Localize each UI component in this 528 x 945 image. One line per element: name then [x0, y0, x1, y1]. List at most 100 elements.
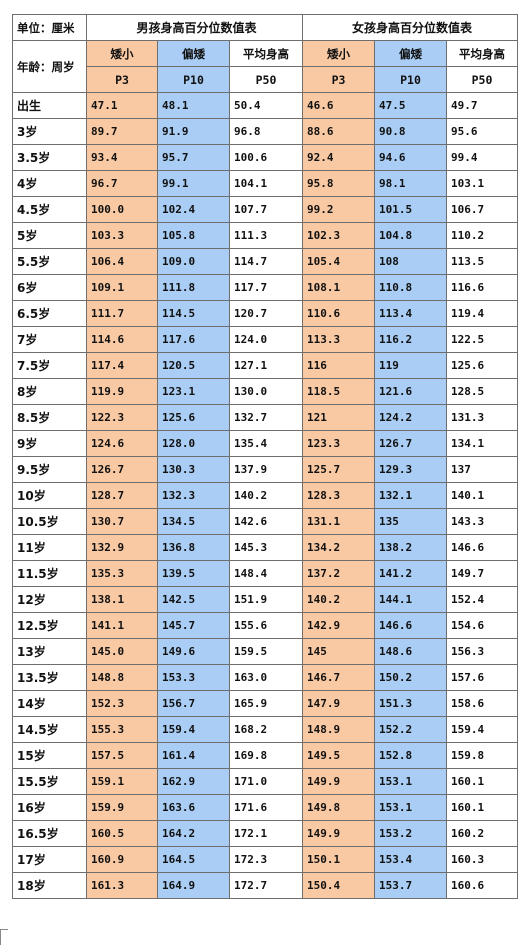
girls-p50-cell: 160.2	[446, 820, 518, 847]
age-cell: 12岁	[12, 586, 87, 613]
header-row-percentiles: P3 P10 P50 P3 P10 P50	[13, 66, 518, 93]
age-cell: 9岁	[12, 430, 87, 457]
girls-p3-cell: 92.4	[302, 144, 375, 171]
girls-p10-cell: 144.1	[374, 586, 447, 613]
girls-col-below: 偏矮	[374, 40, 447, 67]
girls-p10-cell: 113.4	[374, 300, 447, 327]
boys-p10-cell: 132.3	[157, 482, 230, 509]
girls-p10-cell: 126.7	[374, 430, 447, 457]
table-row: 8岁 119.9 123.1 130.0 118.5 121.6 128.5	[12, 378, 518, 405]
girls-p3-cell: 150.1	[302, 846, 375, 873]
girls-p10-cell: 129.3	[374, 456, 447, 483]
girls-p50-cell: 146.6	[446, 534, 518, 561]
boys-p3-cell: 100.0	[86, 196, 158, 223]
age-cell: 4.5岁	[12, 196, 87, 223]
corner-mark	[0, 929, 8, 945]
boys-p50-cell: 142.6	[229, 508, 303, 535]
boys-p50-cell: 96.8	[229, 118, 303, 145]
boys-p10-cell: 99.1	[157, 170, 230, 197]
girls-p3-cell: 145	[302, 638, 375, 665]
boys-p3-cell: 135.3	[86, 560, 158, 587]
boys-p10-cell: 145.7	[157, 612, 230, 639]
boys-p50-cell: 171.6	[229, 794, 303, 821]
girls-p50-cell: 160.1	[446, 794, 518, 821]
boys-p10-header: P10	[157, 66, 230, 93]
table-row: 12岁 138.1 142.5 151.9 140.2 144.1 152.4	[12, 586, 518, 613]
boys-p10-cell: 164.2	[157, 820, 230, 847]
girls-p3-cell: 118.5	[302, 378, 375, 405]
boys-p10-cell: 102.4	[157, 196, 230, 223]
age-cell: 出生	[12, 92, 87, 119]
table-row: 5岁 103.3 105.8 111.3 102.3 104.8 110.2	[12, 222, 518, 249]
girls-p10-cell: 101.5	[374, 196, 447, 223]
age-cell: 7.5岁	[12, 352, 87, 379]
boys-p10-cell: 95.7	[157, 144, 230, 171]
boys-p3-cell: 128.7	[86, 482, 158, 509]
boys-p3-cell: 106.4	[86, 248, 158, 275]
girls-p10-cell: 121.6	[374, 378, 447, 405]
girls-p3-cell: 108.1	[302, 274, 375, 301]
boys-p3-cell: 145.0	[86, 638, 158, 665]
girls-p3-cell: 150.4	[302, 872, 375, 899]
girls-p10-cell: 141.2	[374, 560, 447, 587]
girls-p3-cell: 140.2	[302, 586, 375, 613]
boys-p50-header: P50	[229, 66, 303, 93]
girls-p50-cell: 140.1	[446, 482, 518, 509]
boys-p10-cell: 91.9	[157, 118, 230, 145]
girls-p50-cell: 152.4	[446, 586, 518, 613]
boys-p3-cell: 111.7	[86, 300, 158, 327]
boys-p3-cell: 148.8	[86, 664, 158, 691]
table-body: 单位：厘米 男孩身高百分位数值表 女孩身高百分位数值表 年龄：周岁 矮小 偏矮 …	[12, 14, 518, 899]
age-cell: 16.5岁	[12, 820, 87, 847]
girls-p10-cell: 98.1	[374, 170, 447, 197]
girls-p3-cell: 137.2	[302, 560, 375, 587]
age-cell: 14.5岁	[12, 716, 87, 743]
boys-p50-cell: 148.4	[229, 560, 303, 587]
boys-p10-cell: 159.4	[157, 716, 230, 743]
header-row-titles: 单位：厘米 男孩身高百分位数值表 女孩身高百分位数值表	[12, 14, 518, 41]
boys-p10-cell: 111.8	[157, 274, 230, 301]
table-row: 8.5岁 122.3 125.6 132.7 121 124.2 131.3	[12, 404, 518, 431]
girls-p50-cell: 156.3	[446, 638, 518, 665]
table-row: 13岁 145.0 149.6 159.5 145 148.6 156.3	[12, 638, 518, 665]
boys-p50-cell: 107.7	[229, 196, 303, 223]
table-row: 3岁 89.7 91.9 96.8 88.6 90.8 95.6	[12, 118, 518, 145]
age-cell: 15岁	[12, 742, 87, 769]
boys-col-short: 矮小	[86, 40, 158, 67]
boys-p10-cell: 134.5	[157, 508, 230, 535]
boys-p3-cell: 89.7	[86, 118, 158, 145]
table-row: 17岁 160.9 164.5 172.3 150.1 153.4 160.3	[12, 846, 518, 873]
girls-p10-cell: 152.8	[374, 742, 447, 769]
boys-p10-cell: 136.8	[157, 534, 230, 561]
girls-p50-cell: 159.4	[446, 716, 518, 743]
girls-p50-cell: 160.1	[446, 768, 518, 795]
height-percentile-table-wrapper: 单位：厘米 男孩身高百分位数值表 女孩身高百分位数值表 年龄：周岁 矮小 偏矮 …	[12, 14, 518, 899]
boys-p10-cell: 156.7	[157, 690, 230, 717]
boys-p50-cell: 159.5	[229, 638, 303, 665]
boys-p3-cell: 114.6	[86, 326, 158, 353]
girls-p3-cell: 46.6	[302, 92, 375, 119]
girls-p10-cell: 138.2	[374, 534, 447, 561]
boys-p50-cell: 165.9	[229, 690, 303, 717]
age-cell: 9.5岁	[12, 456, 87, 483]
age-cell: 18岁	[12, 872, 87, 899]
age-cell: 14岁	[12, 690, 87, 717]
age-cell: 5岁	[12, 222, 87, 249]
boys-p3-cell: 141.1	[86, 612, 158, 639]
girls-p10-cell: 153.7	[374, 872, 447, 899]
girls-p3-cell: 102.3	[302, 222, 375, 249]
table-row: 12.5岁 141.1 145.7 155.6 142.9 146.6 154.6	[12, 612, 518, 639]
age-cell: 15.5岁	[12, 768, 87, 795]
boys-p3-cell: 93.4	[86, 144, 158, 171]
header-row-categories: 年龄：周岁 矮小 偏矮 平均身高 矮小 偏矮 平均身高	[12, 40, 518, 93]
age-cell: 6岁	[12, 274, 87, 301]
table-row: 13.5岁 148.8 153.3 163.0 146.7 150.2 157.6	[12, 664, 518, 691]
table-row: 4.5岁 100.0 102.4 107.7 99.2 101.5 106.7	[12, 196, 518, 223]
table-row: 11岁 132.9 136.8 145.3 134.2 138.2 146.6	[12, 534, 518, 561]
age-cell: 8岁	[12, 378, 87, 405]
table-row: 7岁 114.6 117.6 124.0 113.3 116.2 122.5	[12, 326, 518, 353]
boys-p50-cell: 172.7	[229, 872, 303, 899]
girls-p3-cell: 125.7	[302, 456, 375, 483]
boys-p10-cell: 125.6	[157, 404, 230, 431]
table-row: 4岁 96.7 99.1 104.1 95.8 98.1 103.1	[12, 170, 518, 197]
